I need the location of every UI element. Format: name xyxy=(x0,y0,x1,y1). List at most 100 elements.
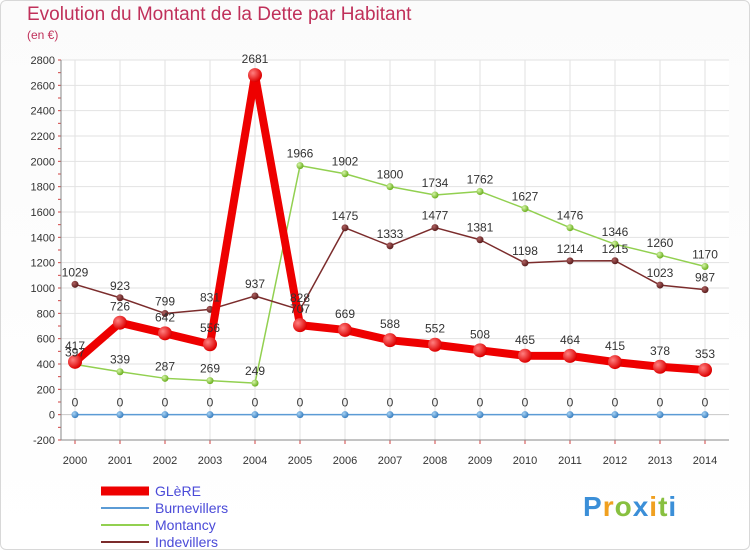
data-point xyxy=(611,257,619,265)
data-label: 726 xyxy=(110,300,130,314)
y-tick-label: 2400 xyxy=(31,106,55,118)
data-label: 831 xyxy=(200,290,220,304)
data-label: 0 xyxy=(612,396,619,410)
data-point xyxy=(341,224,349,232)
data-label: 0 xyxy=(702,396,709,410)
data-label: 707 xyxy=(290,302,310,316)
y-tick-label: 800 xyxy=(37,308,55,320)
data-point xyxy=(518,348,532,363)
legend-label: GLèRE xyxy=(155,483,201,499)
data-point xyxy=(653,359,667,374)
x-tick-label: 2014 xyxy=(693,455,717,467)
data-label: 642 xyxy=(155,310,175,324)
data-point xyxy=(428,337,442,352)
data-label: 1800 xyxy=(377,168,404,182)
data-point xyxy=(113,315,127,330)
x-tick-label: 2002 xyxy=(153,455,177,467)
y-tick-label: 400 xyxy=(37,359,55,371)
data-point xyxy=(431,191,439,199)
data-label: 1902 xyxy=(332,155,359,169)
x-tick-label: 2013 xyxy=(648,455,672,467)
data-point xyxy=(701,411,709,419)
data-point xyxy=(161,411,169,419)
data-label: 269 xyxy=(200,362,220,376)
data-label: 1170 xyxy=(692,247,718,261)
data-label: 1966 xyxy=(287,147,314,161)
y-tick-label: 2800 xyxy=(31,55,55,67)
data-label: 1734 xyxy=(422,176,449,190)
data-label: 415 xyxy=(605,339,625,353)
data-point xyxy=(296,411,304,419)
data-label: 0 xyxy=(297,396,304,410)
data-label: 669 xyxy=(335,307,355,321)
data-label: 465 xyxy=(515,333,535,347)
data-label: 0 xyxy=(117,396,124,410)
data-label: 1476 xyxy=(557,209,584,223)
legend-label: Montancy xyxy=(155,517,216,533)
data-point xyxy=(206,377,214,385)
data-point xyxy=(338,322,352,337)
y-tick-label: 0 xyxy=(49,410,55,422)
y-tick-label: 1400 xyxy=(31,232,55,244)
data-point xyxy=(158,326,172,341)
data-point xyxy=(521,411,529,419)
data-label: 0 xyxy=(477,396,484,410)
data-point xyxy=(161,309,169,317)
data-label: 1198 xyxy=(512,244,538,258)
data-point xyxy=(71,411,79,419)
data-label: 1029 xyxy=(62,265,89,279)
data-point xyxy=(68,354,82,369)
data-point xyxy=(563,348,577,363)
data-point xyxy=(206,411,214,419)
data-label: 464 xyxy=(560,333,580,347)
data-label: 923 xyxy=(110,279,130,293)
data-label: 0 xyxy=(342,396,349,410)
y-tick-label: 600 xyxy=(37,334,55,346)
x-tick-label: 2003 xyxy=(198,455,222,467)
data-label: 0 xyxy=(567,396,574,410)
x-tick-label: 2009 xyxy=(468,455,492,467)
data-point xyxy=(431,224,439,232)
data-point xyxy=(476,236,484,244)
data-label: 937 xyxy=(245,277,265,291)
data-point xyxy=(116,294,124,302)
data-label: 556 xyxy=(200,321,220,335)
data-label: 339 xyxy=(110,353,130,367)
data-point xyxy=(611,240,619,248)
data-label: 0 xyxy=(252,396,259,410)
data-label: 0 xyxy=(162,396,169,410)
x-tick-label: 2005 xyxy=(288,455,312,467)
data-point xyxy=(656,411,664,419)
data-point xyxy=(701,262,709,270)
data-label: 799 xyxy=(155,294,175,308)
data-label: 0 xyxy=(207,396,214,410)
data-point xyxy=(248,68,262,83)
y-tick-label: 1600 xyxy=(31,207,55,219)
data-label: 1381 xyxy=(467,221,494,235)
y-tick-label: 1800 xyxy=(31,182,55,194)
data-label: 552 xyxy=(425,322,445,336)
data-label: 0 xyxy=(522,396,529,410)
data-point xyxy=(698,362,712,377)
plot-area xyxy=(61,60,729,440)
data-point xyxy=(476,187,484,195)
data-point xyxy=(161,374,169,382)
data-point xyxy=(656,251,664,259)
data-point xyxy=(386,183,394,191)
data-point xyxy=(296,162,304,170)
x-tick-label: 2008 xyxy=(423,455,447,467)
data-point xyxy=(656,281,664,289)
data-point xyxy=(251,379,259,387)
data-point xyxy=(431,411,439,419)
data-point xyxy=(521,259,529,267)
y-tick-label: 1000 xyxy=(31,283,55,295)
x-tick-label: 2007 xyxy=(378,455,402,467)
data-label: 0 xyxy=(657,396,664,410)
data-point xyxy=(566,257,574,265)
data-label: 397 xyxy=(65,345,85,359)
data-point xyxy=(293,318,307,333)
y-tick-label: 1200 xyxy=(31,258,55,270)
data-point xyxy=(566,411,574,419)
data-point xyxy=(116,411,124,419)
